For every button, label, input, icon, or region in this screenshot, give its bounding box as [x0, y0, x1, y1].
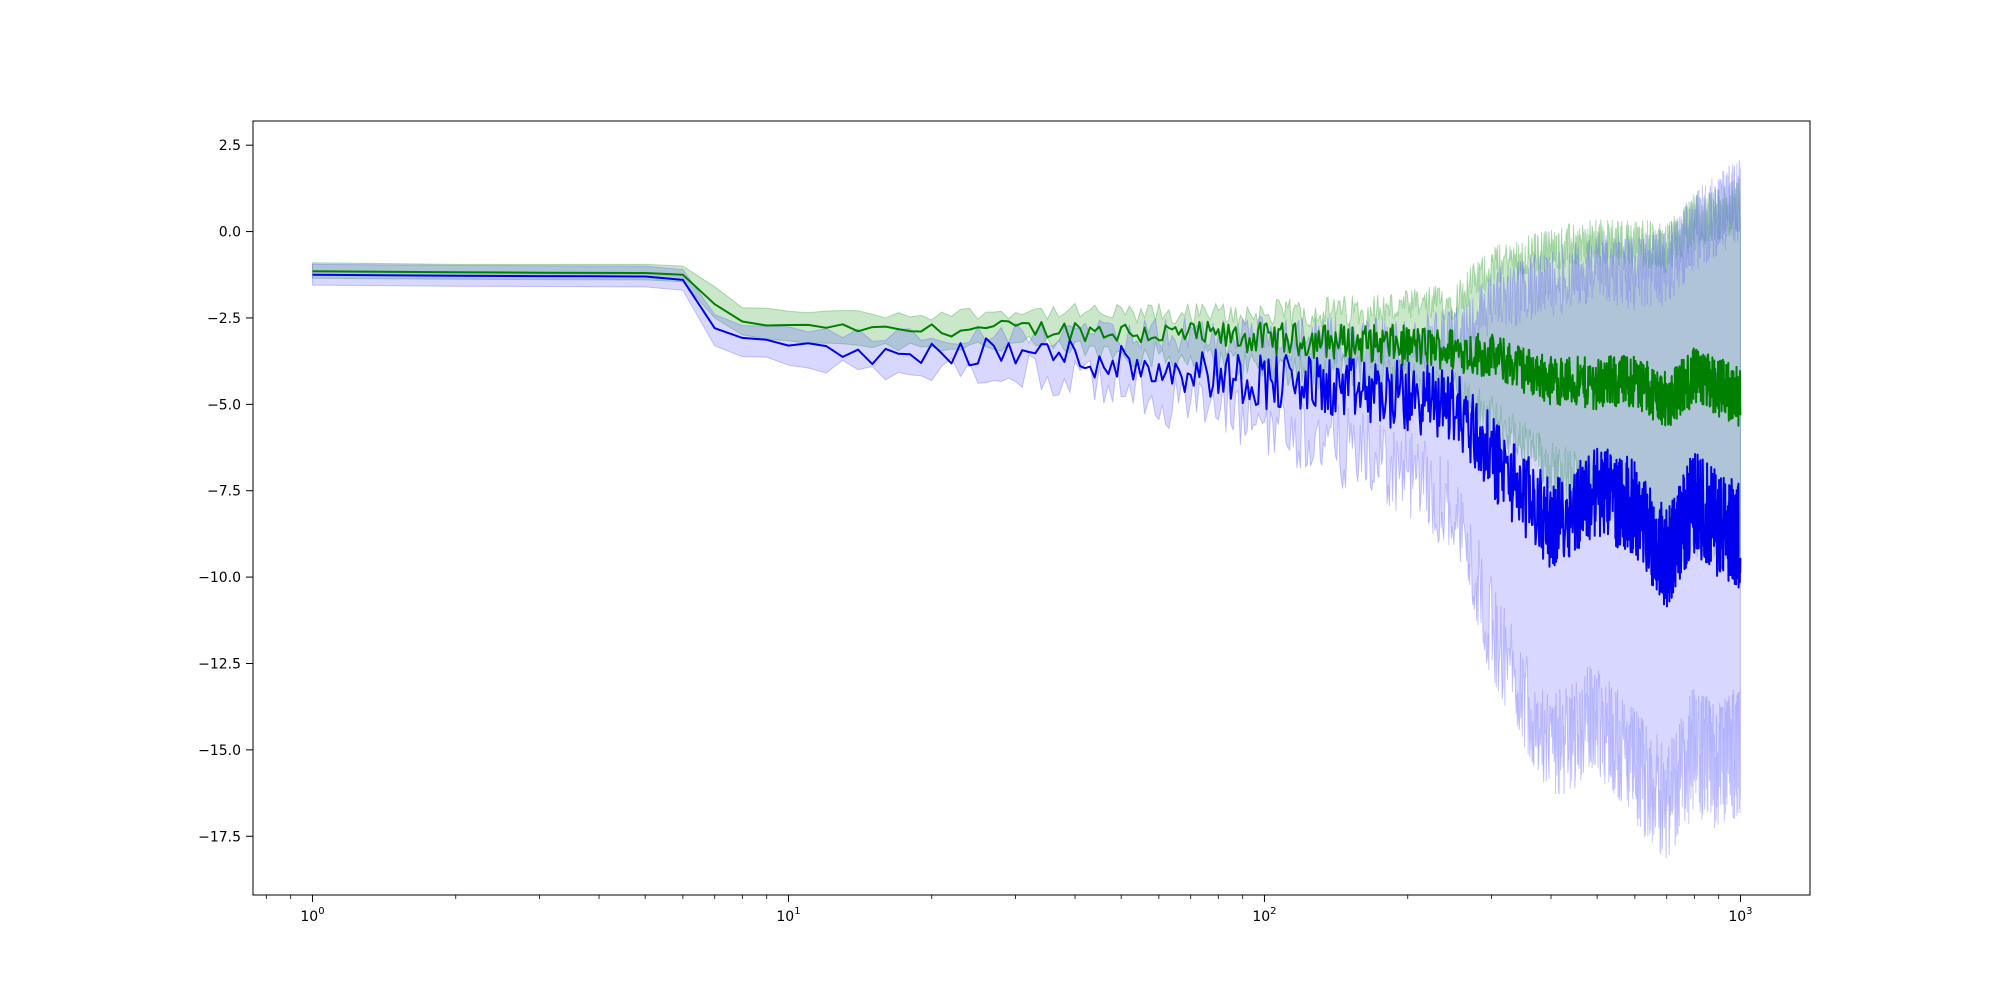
x-axis: 100 101 102 103: [265, 895, 1753, 925]
y-tick-label: −12.5: [198, 656, 241, 672]
x-tick-label: 101: [776, 906, 800, 925]
y-tick-label: 2.5: [219, 138, 241, 154]
series-line-1: [312, 270, 1742, 427]
y-axis: 2.5 0.0 −2.5 −5.0 −7.5 −10.0 −12.5 −15.0 −17.5: [198, 138, 253, 845]
x-tick-label: 103: [1728, 906, 1752, 925]
series-line-2: [312, 273, 1742, 608]
y-tick-label: −2.5: [207, 311, 241, 327]
x-tick-label: 102: [1252, 906, 1276, 925]
plot-frame: [252, 120, 1811, 896]
confidence-band-2: [312, 159, 1741, 859]
y-tick-label: −7.5: [207, 484, 241, 500]
y-tick-label: −10.0: [198, 570, 241, 586]
y-tick-label: 0.0: [219, 225, 241, 241]
y-tick-label: −17.5: [198, 829, 241, 845]
x-tick-label: 100: [300, 906, 324, 925]
y-tick-label: −5.0: [207, 397, 241, 413]
series-lines: [312, 270, 1742, 608]
y-tick-label: −15.0: [198, 743, 241, 759]
